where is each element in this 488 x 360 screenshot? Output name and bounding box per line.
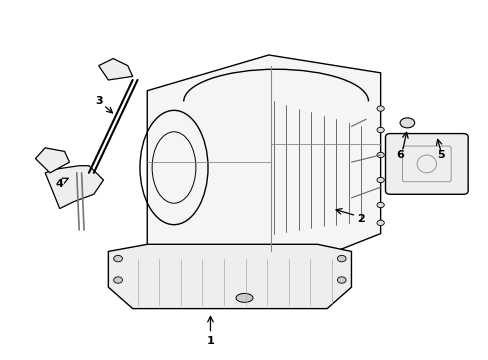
- Polygon shape: [35, 148, 69, 173]
- Polygon shape: [108, 244, 351, 309]
- Text: 3: 3: [95, 96, 102, 107]
- Ellipse shape: [399, 118, 414, 128]
- Text: 2: 2: [357, 214, 365, 224]
- Text: 6: 6: [395, 150, 403, 160]
- Text: 5: 5: [437, 150, 444, 160]
- Polygon shape: [45, 166, 103, 208]
- Ellipse shape: [376, 202, 384, 208]
- Ellipse shape: [337, 255, 346, 262]
- Text: 1: 1: [206, 336, 214, 346]
- Ellipse shape: [114, 277, 122, 283]
- Ellipse shape: [376, 152, 384, 158]
- Ellipse shape: [114, 255, 122, 262]
- Ellipse shape: [376, 220, 384, 226]
- Polygon shape: [147, 55, 380, 258]
- FancyBboxPatch shape: [385, 134, 467, 194]
- Ellipse shape: [236, 293, 252, 302]
- Polygon shape: [99, 59, 132, 80]
- Ellipse shape: [376, 177, 384, 183]
- Ellipse shape: [376, 106, 384, 111]
- Ellipse shape: [376, 127, 384, 133]
- Ellipse shape: [337, 277, 346, 283]
- Text: 4: 4: [56, 179, 63, 189]
